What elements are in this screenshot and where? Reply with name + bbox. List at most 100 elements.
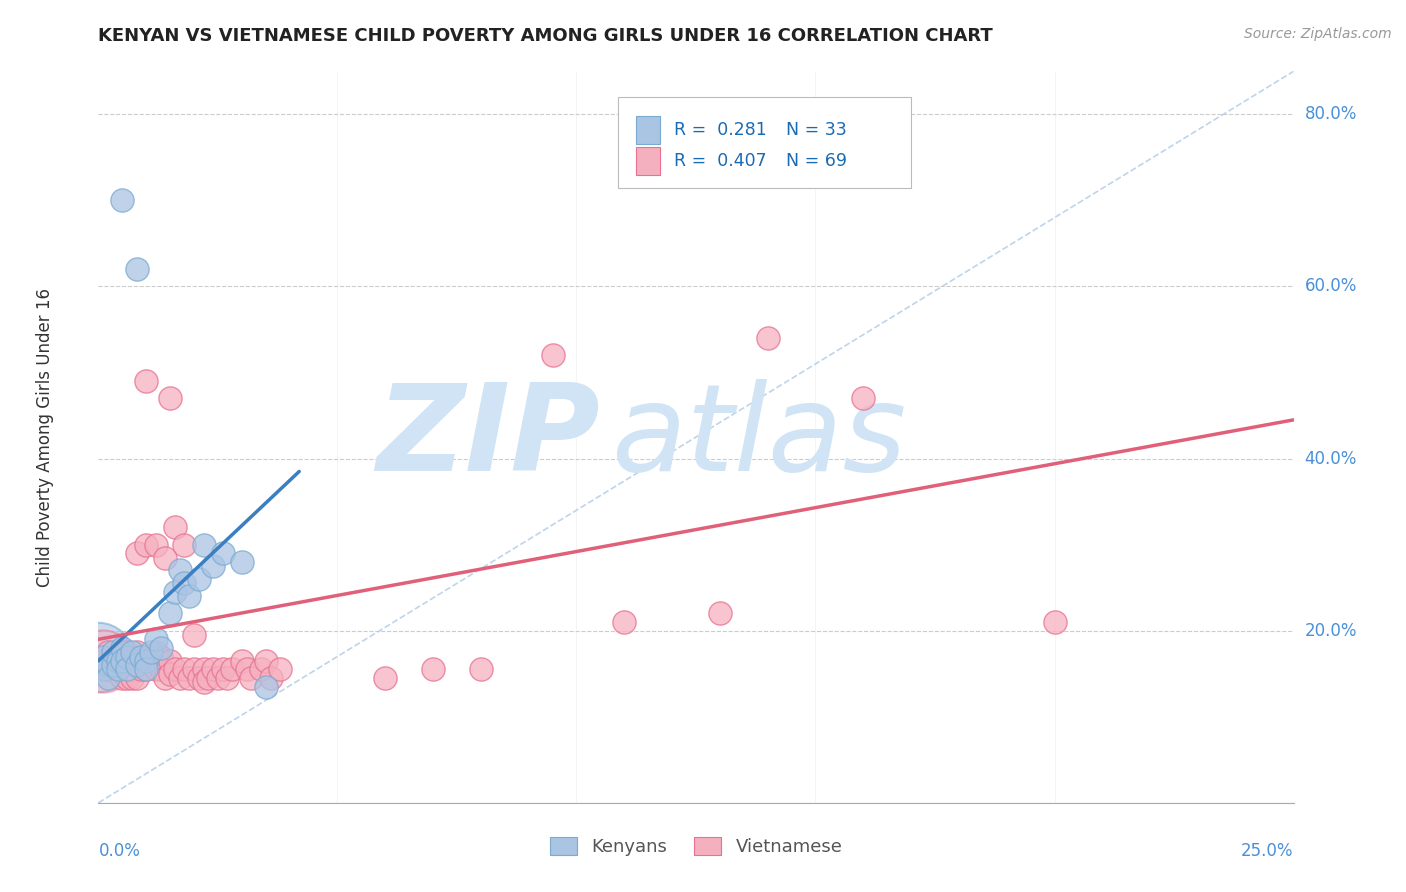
Point	[97, 645, 120, 659]
Point	[422, 662, 444, 676]
Text: 40.0%: 40.0%	[1305, 450, 1357, 467]
Legend: Kenyans, Vietnamese: Kenyans, Vietnamese	[543, 830, 849, 863]
Point	[240, 671, 263, 685]
Point	[135, 654, 157, 668]
Point	[111, 645, 134, 659]
Point	[159, 607, 181, 621]
Point	[107, 662, 129, 676]
Text: N = 69: N = 69	[786, 153, 846, 170]
Point	[709, 607, 731, 621]
Point	[159, 666, 181, 681]
Point	[121, 649, 143, 664]
Point	[254, 680, 277, 694]
Point	[97, 671, 120, 685]
Point	[97, 658, 120, 673]
FancyBboxPatch shape	[637, 116, 661, 144]
Point	[173, 662, 195, 676]
Point	[231, 555, 253, 569]
Point	[97, 662, 120, 676]
Text: Source: ZipAtlas.com: Source: ZipAtlas.com	[1244, 27, 1392, 41]
Point	[187, 671, 209, 685]
Point	[159, 392, 181, 406]
Point	[183, 662, 205, 676]
Point	[101, 658, 124, 673]
Point	[193, 538, 215, 552]
Point	[115, 649, 138, 664]
Point	[211, 662, 233, 676]
Point	[187, 572, 209, 586]
Point	[235, 662, 257, 676]
Point	[613, 615, 636, 629]
FancyBboxPatch shape	[637, 147, 661, 175]
Point	[131, 649, 153, 664]
Point	[145, 662, 167, 676]
Point	[115, 645, 138, 659]
Point	[107, 654, 129, 668]
Point	[115, 658, 138, 673]
Point	[121, 671, 143, 685]
Point	[111, 640, 134, 655]
Point	[159, 654, 181, 668]
Point	[1043, 615, 1066, 629]
Text: 0.0%: 0.0%	[98, 842, 141, 860]
Point	[125, 671, 148, 685]
Point	[135, 538, 157, 552]
Point	[111, 654, 134, 668]
Point	[125, 645, 148, 659]
Point	[135, 649, 157, 664]
Text: 80.0%: 80.0%	[1305, 105, 1357, 123]
Text: 20.0%: 20.0%	[1305, 622, 1357, 640]
Text: 25.0%: 25.0%	[1241, 842, 1294, 860]
Point	[259, 671, 281, 685]
Point	[145, 632, 167, 647]
Point	[107, 662, 129, 676]
Point	[101, 645, 124, 659]
Point	[111, 671, 134, 685]
Point	[145, 538, 167, 552]
Point	[374, 671, 396, 685]
Point	[756, 331, 779, 345]
Point	[115, 671, 138, 685]
Text: 60.0%: 60.0%	[1305, 277, 1357, 295]
Text: R =  0.281: R = 0.281	[675, 121, 768, 139]
Point	[202, 662, 225, 676]
Point	[852, 392, 875, 406]
Point	[145, 645, 167, 659]
Point	[121, 645, 143, 659]
Point	[131, 662, 153, 676]
Point	[155, 550, 177, 565]
Point	[217, 671, 239, 685]
Point	[179, 589, 201, 603]
Point	[91, 662, 114, 676]
Point	[173, 538, 195, 552]
Point	[169, 671, 191, 685]
Point	[231, 654, 253, 668]
Point	[101, 654, 124, 668]
Point	[173, 576, 195, 591]
Point	[163, 585, 186, 599]
Point	[91, 654, 114, 668]
Point	[221, 662, 243, 676]
Text: KENYAN VS VIETNAMESE CHILD POVERTY AMONG GIRLS UNDER 16 CORRELATION CHART: KENYAN VS VIETNAMESE CHILD POVERTY AMONG…	[98, 27, 993, 45]
Point	[111, 658, 134, 673]
Point	[125, 546, 148, 560]
Point	[87, 649, 110, 664]
Point	[541, 348, 564, 362]
Point	[193, 675, 215, 690]
Point	[254, 654, 277, 668]
Point	[179, 671, 201, 685]
Point	[169, 564, 191, 578]
Point	[149, 662, 172, 676]
Point	[250, 662, 273, 676]
Point	[135, 662, 157, 676]
Point	[131, 654, 153, 668]
Point	[183, 628, 205, 642]
Point	[193, 662, 215, 676]
Point	[121, 662, 143, 676]
FancyBboxPatch shape	[619, 97, 911, 188]
Point	[111, 194, 134, 208]
Point	[155, 671, 177, 685]
Point	[211, 546, 233, 560]
Point	[149, 649, 172, 664]
Point	[125, 658, 148, 673]
